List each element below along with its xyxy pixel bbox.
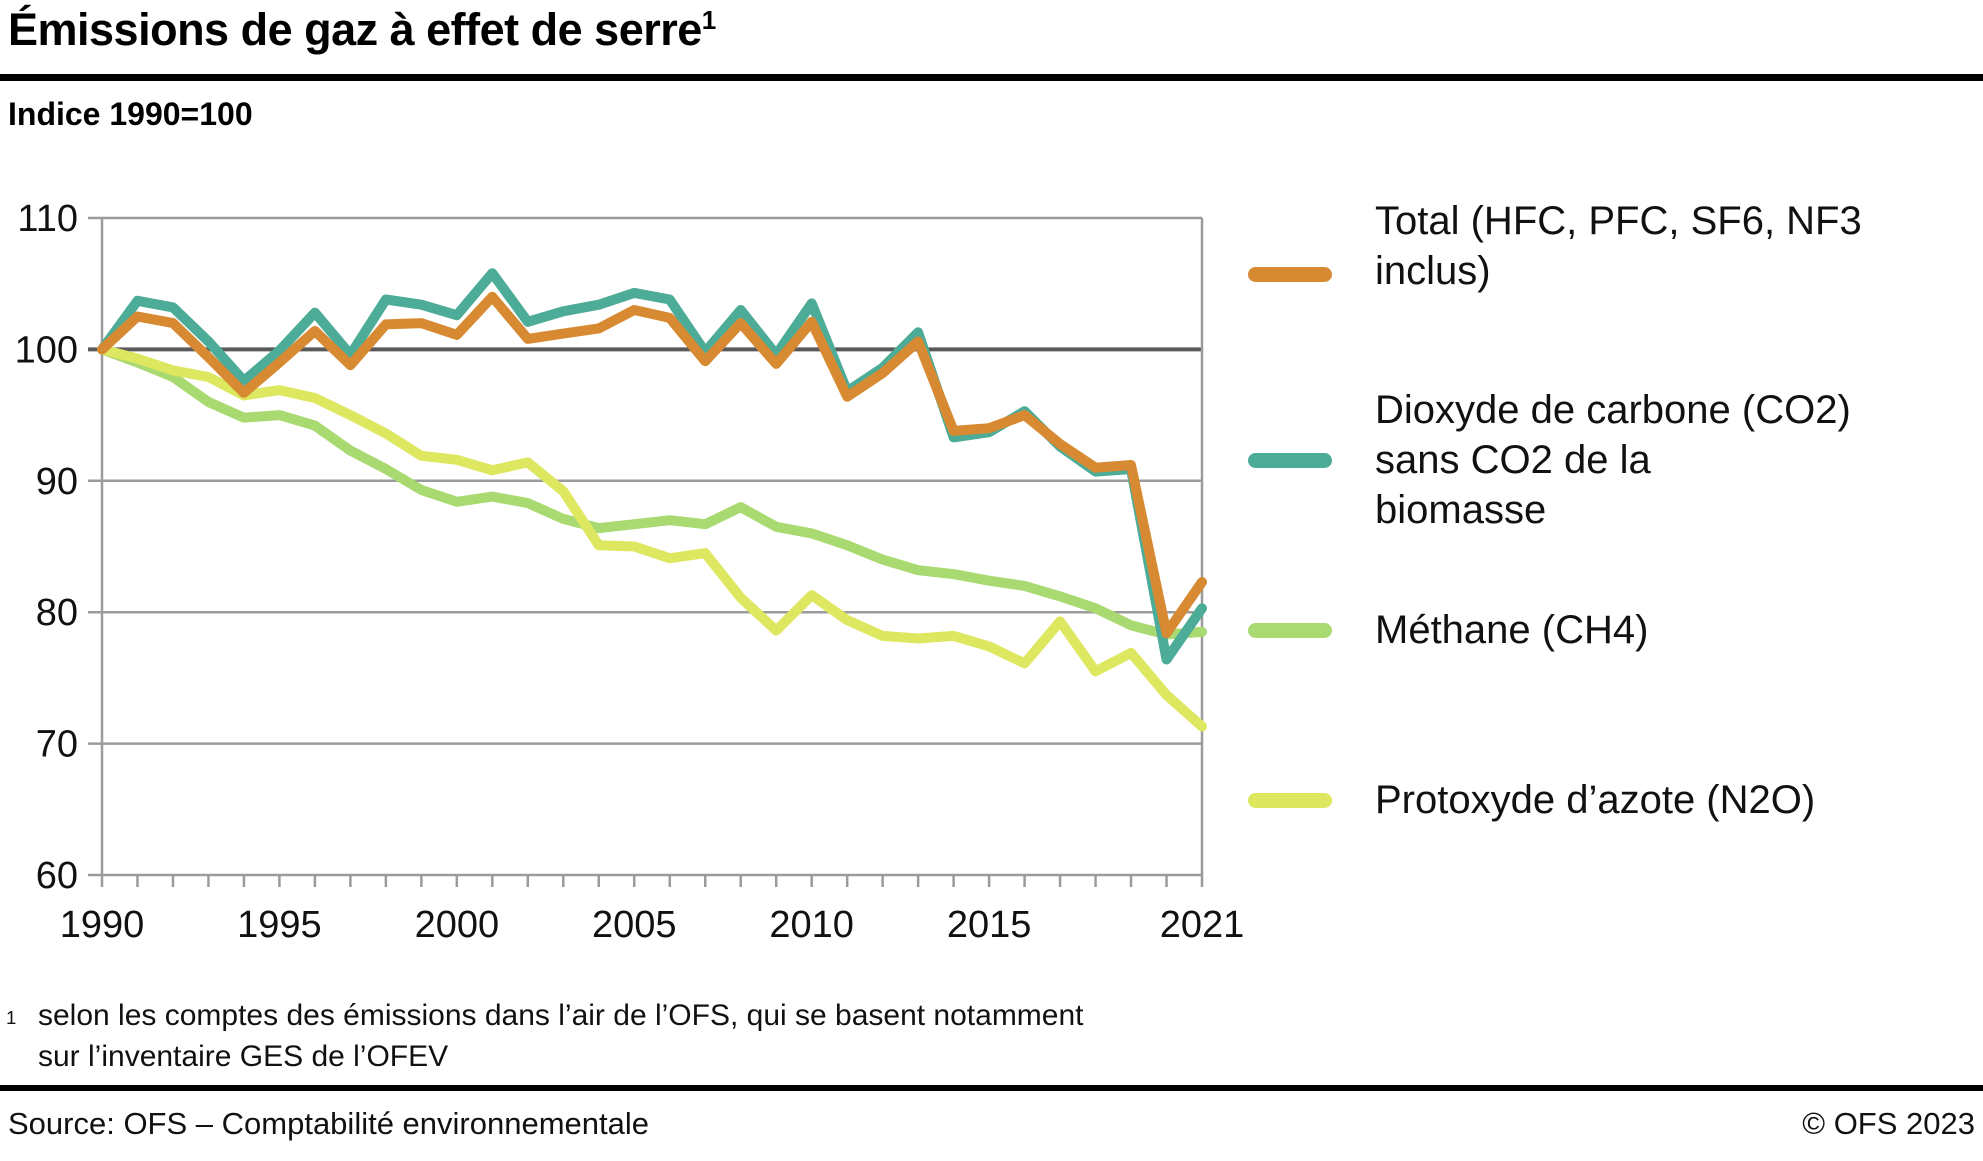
chart-legend: Total (HFC, PFC, SF6, NF3 inclus) Dioxyd…	[1248, 196, 1908, 825]
legend-label-ch4: Méthane (CH4)	[1375, 608, 1649, 652]
x-tick-label-1995: 1995	[237, 904, 322, 946]
legend-swatch-co2	[1248, 452, 1332, 468]
x-tick-label-2000: 2000	[415, 904, 500, 946]
legend-item-ch4: Méthane (CH4)	[1248, 605, 1908, 655]
y-tick-label-70: 70	[36, 724, 78, 766]
footnote: 1 selon les comptes des émissions dans l…	[6, 995, 1406, 1077]
source-text: Source: OFS – Comptabilité environnement…	[8, 1106, 649, 1141]
footer-divider	[0, 1085, 1983, 1091]
legend-swatch-n2o	[1248, 792, 1332, 808]
x-tick-label-2021: 2021	[1160, 904, 1245, 946]
footnote-text: selon les comptes des émissions dans l’a…	[38, 999, 1084, 1073]
series-line-co2	[97, 268, 1207, 665]
x-tick-label-1990: 1990	[60, 904, 145, 946]
series-line-n2o	[97, 344, 1207, 732]
legend-item-total: Total (HFC, PFC, SF6, NF3 inclus)	[1248, 196, 1908, 296]
y-tick-label-100: 100	[15, 329, 78, 371]
copyright-text: © OFS 2023	[1802, 1106, 1975, 1141]
y-tick-label-90: 90	[36, 461, 78, 503]
x-tick-label-2005: 2005	[592, 904, 677, 946]
legend-label-co2: Dioxyde de carbone (CO2) sans CO2 de la …	[1375, 388, 1851, 532]
header-divider	[0, 74, 1983, 81]
page-title-text: Émissions de gaz à effet de serre	[8, 4, 702, 55]
y-axis-unit-label: Indice 1990=100	[8, 96, 253, 132]
source-bar: Source: OFS – Comptabilité environnement…	[8, 1106, 1975, 1142]
page-title-footnote-marker: 1	[701, 5, 717, 35]
y-tick-label-80: 80	[36, 592, 78, 634]
page-title: Émissions de gaz à effet de serre1	[8, 4, 716, 56]
y-tick-label-60: 60	[36, 855, 78, 897]
x-tick-label-2015: 2015	[947, 904, 1032, 946]
series-line-total	[97, 291, 1207, 639]
x-tick-label-2010: 2010	[769, 904, 854, 946]
legend-item-n2o: Protoxyde d’azote (N2O)	[1248, 775, 1908, 825]
legend-item-co2: Dioxyde de carbone (CO2) sans CO2 de la …	[1248, 385, 1908, 535]
legend-label-n2o: Protoxyde d’azote (N2O)	[1375, 778, 1816, 822]
footnote-marker: 1	[6, 1007, 17, 1028]
legend-label-total: Total (HFC, PFC, SF6, NF3 inclus)	[1375, 199, 1862, 293]
legend-swatch-ch4	[1248, 622, 1332, 638]
legend-swatch-total	[1248, 267, 1332, 282]
series-line-ch4	[97, 344, 1207, 640]
y-tick-label-110: 110	[17, 198, 78, 240]
